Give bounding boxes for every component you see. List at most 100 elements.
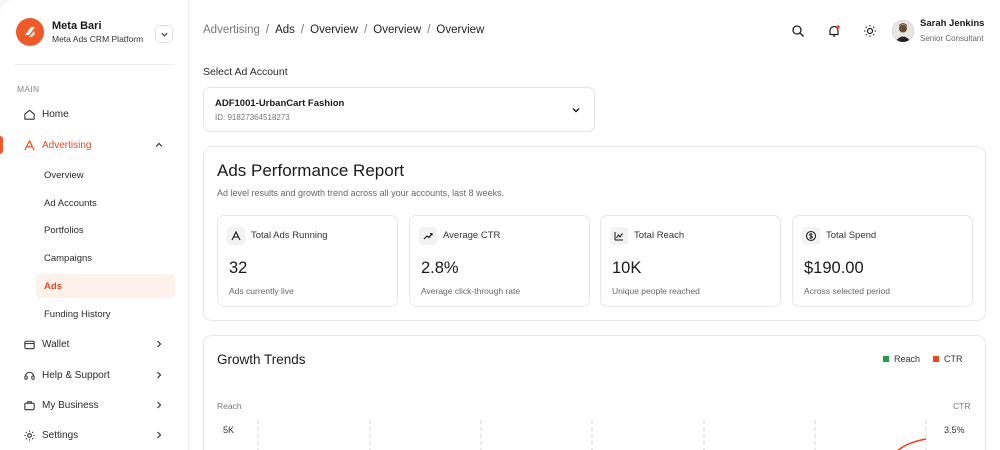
legend-label: CTR	[944, 354, 963, 364]
sidebar-subitem-overview[interactable]: Overview	[44, 169, 84, 181]
sidebar-subitem-ad-accounts[interactable]: Ad Accounts	[44, 197, 97, 209]
sidebar-item-advertising[interactable]: Advertising	[14, 133, 175, 157]
report-title: Ads Performance Report	[217, 161, 405, 180]
breadcrumb-item[interactable]: Ads	[275, 24, 295, 36]
stat-caption: Unique people reached	[612, 286, 700, 296]
breadcrumb-item[interactable]: Overview	[310, 24, 359, 36]
breadcrumb-separator: /	[265, 24, 270, 36]
wallet-icon	[22, 337, 36, 351]
stat-label: Total Reach	[634, 230, 685, 241]
stat-label: Average CTR	[443, 230, 501, 241]
report-description: Ad level results and growth trend across…	[217, 188, 505, 198]
legend-swatch	[933, 356, 939, 362]
brand-name: Meta Bari	[52, 19, 102, 32]
search-button[interactable]	[790, 23, 806, 39]
advertising-icon	[22, 138, 36, 152]
performance-report-card: Ads Performance Report Ad level results …	[203, 146, 986, 321]
avatar[interactable]	[892, 20, 914, 42]
megaphone-icon	[227, 227, 245, 245]
left-axis-tick: 5K	[223, 425, 235, 435]
trend-up-icon	[419, 227, 437, 245]
sidebar-subitem-funding-history[interactable]: Funding History	[44, 308, 111, 320]
chevron-right-icon	[157, 431, 162, 439]
sidebar-item-label: Advertising	[42, 139, 92, 151]
sidebar-item-my-business[interactable]: My Business	[14, 393, 175, 417]
left-axis-title: Reach	[217, 401, 242, 411]
stat-caption: Average click-through rate	[421, 286, 521, 296]
brand-subtitle: Meta Ads CRM Platform	[52, 33, 144, 44]
sidebar-subitem-portfolios[interactable]: Portfolios	[44, 224, 84, 236]
right-axis-title: CTR	[953, 401, 971, 411]
user-name: Sarah Jenkins	[920, 18, 985, 29]
stat-caption: Ads currently live	[229, 286, 294, 296]
chevron-right-icon	[157, 401, 162, 409]
ctr-series-line	[897, 438, 927, 450]
growth-trends-card: Growth Trends Reach CTR Reach CTR 5K 3.5…	[203, 335, 986, 450]
theme-toggle-button[interactable]	[862, 23, 878, 39]
legend-label: Reach	[894, 354, 921, 364]
sidebar-item-wallet[interactable]: Wallet	[14, 332, 175, 356]
breadcrumb-separator: /	[364, 24, 368, 36]
stat-value: 32	[229, 259, 248, 277]
chevron-down-icon	[160, 32, 168, 37]
stat-value: 2.8%	[421, 259, 459, 277]
stat-label: Total Ads Running	[251, 230, 328, 241]
sidebar-item-home[interactable]: Home	[14, 102, 175, 126]
search-icon	[792, 25, 804, 37]
sidebar-item-label: Home	[42, 108, 69, 120]
account-name: ADF1001-UrbanCart Fashion	[215, 98, 345, 109]
home-icon	[22, 107, 36, 121]
stat-card-total-ads: Total Ads Running 32 Ads currently live	[217, 215, 398, 307]
stat-card-average-ctr: Average CTR 2.8% Average click-through r…	[409, 215, 590, 307]
sidebar-item-help-support[interactable]: Help & Support	[14, 363, 175, 387]
active-indicator	[0, 136, 3, 154]
notifications-button[interactable]	[826, 23, 842, 39]
breadcrumb-item[interactable]: Advertising	[203, 24, 260, 36]
sidebar-subitem-campaigns[interactable]: Campaigns	[44, 252, 93, 264]
sidebar-section-label: MAIN	[17, 84, 40, 94]
account-select-label: Select Ad Account	[203, 66, 288, 78]
bell-icon	[829, 25, 840, 37]
chevron-down-icon	[572, 108, 580, 113]
workspace-switcher-button[interactable]	[155, 25, 173, 43]
account-id: ID: 918273645182​73	[215, 113, 290, 122]
brand: Meta Bari Meta Ads CRM Platform	[16, 18, 143, 46]
headset-icon	[22, 368, 36, 382]
trends-title: Growth Trends	[217, 352, 306, 367]
account-select[interactable]: ADF1001-UrbanCart Fashion ID: 9182736451…	[203, 87, 595, 132]
stat-card-total-spend: Total Spend $190.00 Across selected peri…	[792, 215, 973, 307]
growth-trends-chart	[257, 420, 927, 450]
user-role: Senior Consultant	[920, 34, 984, 43]
sidebar-item-settings[interactable]: Settings	[14, 423, 175, 447]
breadcrumb-separator: /	[427, 24, 431, 36]
stat-card-total-reach: Total Reach 10K Unique people reached	[600, 215, 781, 307]
sidebar-divider	[14, 64, 174, 65]
legend-swatch	[883, 356, 889, 362]
breadcrumb-separator: /	[300, 24, 305, 36]
stat-value: $190.00	[804, 259, 864, 277]
chevron-right-icon	[157, 340, 162, 348]
brand-logo-icon	[16, 18, 44, 46]
breadcrumb-item-current: Overview	[436, 24, 485, 36]
stat-label: Total Spend	[826, 230, 877, 241]
briefcase-icon	[22, 398, 36, 412]
breadcrumb-item[interactable]: Overview	[373, 24, 422, 36]
dollar-icon	[802, 227, 820, 245]
sidebar-item-label: Settings	[42, 429, 79, 441]
reach-icon	[610, 227, 628, 245]
sun-icon	[864, 25, 876, 37]
sidebar-item-label: My Business	[42, 399, 99, 411]
stat-value: 10K	[612, 259, 642, 277]
breadcrumb: Advertising / Ads / Overview / Overview …	[203, 24, 484, 36]
gear-icon	[22, 428, 36, 442]
stat-caption: Across selected period	[804, 286, 890, 296]
chevron-right-icon	[157, 371, 162, 379]
sidebar-subitem-ads[interactable]: Ads	[36, 274, 175, 298]
right-axis-tick: 3.5%	[944, 425, 965, 435]
legend-item-ctr[interactable]: CTR	[933, 354, 963, 364]
sidebar-item-label: Wallet	[42, 338, 70, 350]
chevron-up-icon	[155, 142, 163, 147]
legend-item-reach[interactable]: Reach	[883, 354, 920, 364]
sidebar: Meta Bari Meta Ads CRM Platform MAIN Hom…	[0, 0, 189, 450]
